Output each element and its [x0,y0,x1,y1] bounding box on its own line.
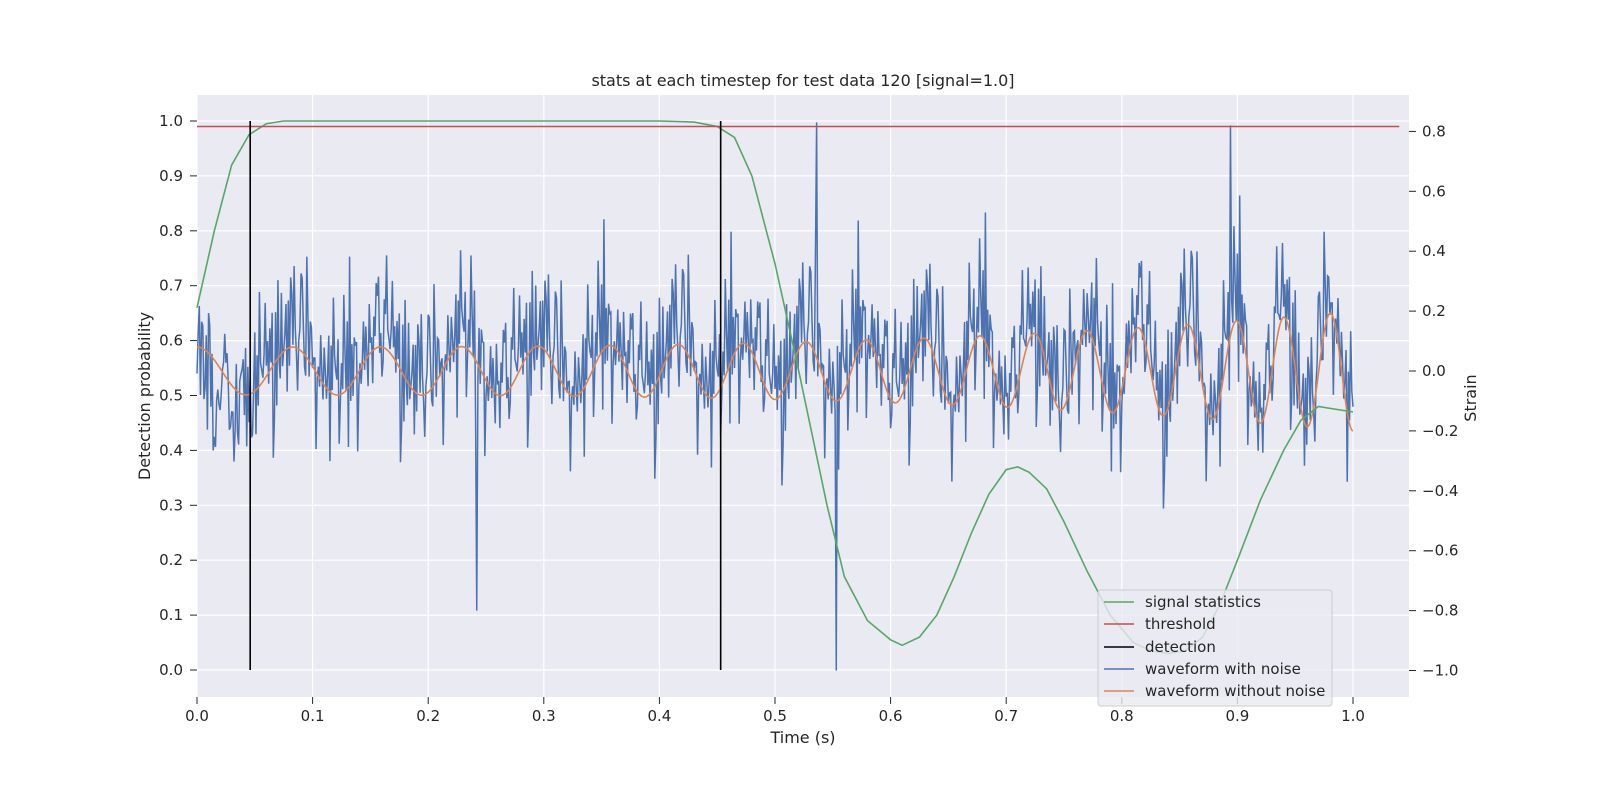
x-tick-label: 0.8 [1110,707,1134,725]
series-waveform-without-noise [196,312,1354,432]
x-tick-label: 0.3 [532,707,556,725]
left-y-ticks: 0.0 0.1 0.2 0.3 0.4 0.5 0.6 0.7 0.8 0.9 1.0 [159,112,197,679]
x-tick-label: 0.2 [416,707,440,725]
series-layer [196,120,1400,671]
right-tick-label: 0.0 [1422,362,1446,380]
x-tick-label: 0.4 [647,707,671,725]
legend-label-waveform-without-noise: waveform without noise [1145,682,1325,700]
right-tick-label: −0.6 [1422,542,1458,560]
left-y-axis-label: Detection probability [135,312,154,480]
x-axis-label: Time (s) [769,728,835,747]
left-tick-label: 0.3 [159,496,183,514]
left-tick-label: 0.1 [159,606,183,624]
left-tick-label: 1.0 [159,112,183,130]
series-waveform-with-noise [196,122,1354,671]
legend-label-waveform-with-noise: waveform with noise [1145,660,1301,678]
chart-title: stats at each timestep for test data 120… [591,71,1014,90]
x-ticks: 0.0 0.1 0.2 0.3 0.4 0.5 0.6 0.7 0.8 0.9 1.0 [185,697,1365,725]
x-tick-label: 0.6 [879,707,903,725]
right-tick-label: −0.8 [1422,602,1458,620]
x-tick-label: 0.0 [185,707,209,725]
left-tick-label: 0.4 [159,441,183,459]
legend-label-signal-statistics: signal statistics [1145,593,1261,611]
left-tick-label: 0.6 [159,332,183,350]
right-tick-label: 0.2 [1422,302,1446,320]
left-tick-label: 0.0 [159,661,183,679]
right-tick-label: 0.4 [1422,242,1446,260]
right-tick-label: 0.8 [1422,122,1446,140]
right-tick-label: −0.2 [1422,422,1458,440]
legend-box [1097,589,1333,707]
x-tick-label: 0.7 [994,707,1018,725]
right-tick-label: −0.4 [1422,482,1458,500]
legend-label-detection: detection [1145,638,1216,656]
x-tick-label: 0.9 [1225,707,1249,725]
left-tick-label: 0.8 [159,222,183,240]
legend: signal statistics threshold detection wa… [1097,589,1333,707]
left-tick-label: 0.7 [159,277,183,295]
left-tick-label: 0.9 [159,167,183,185]
x-tick-label: 0.5 [763,707,787,725]
x-tick-label: 1.0 [1341,707,1365,725]
legend-label-threshold: threshold [1145,615,1216,633]
left-tick-label: 0.5 [159,387,183,405]
right-tick-label: 0.6 [1422,182,1446,200]
right-y-axis-label: Strain [1461,374,1480,421]
x-tick-label: 0.1 [301,707,325,725]
right-y-ticks: −1.0 −0.8 −0.6 −0.4 −0.2 0.0 0.2 0.4 0.6 0.8 [1409,122,1458,680]
right-tick-label: −1.0 [1422,662,1458,680]
left-tick-label: 0.2 [159,551,183,569]
